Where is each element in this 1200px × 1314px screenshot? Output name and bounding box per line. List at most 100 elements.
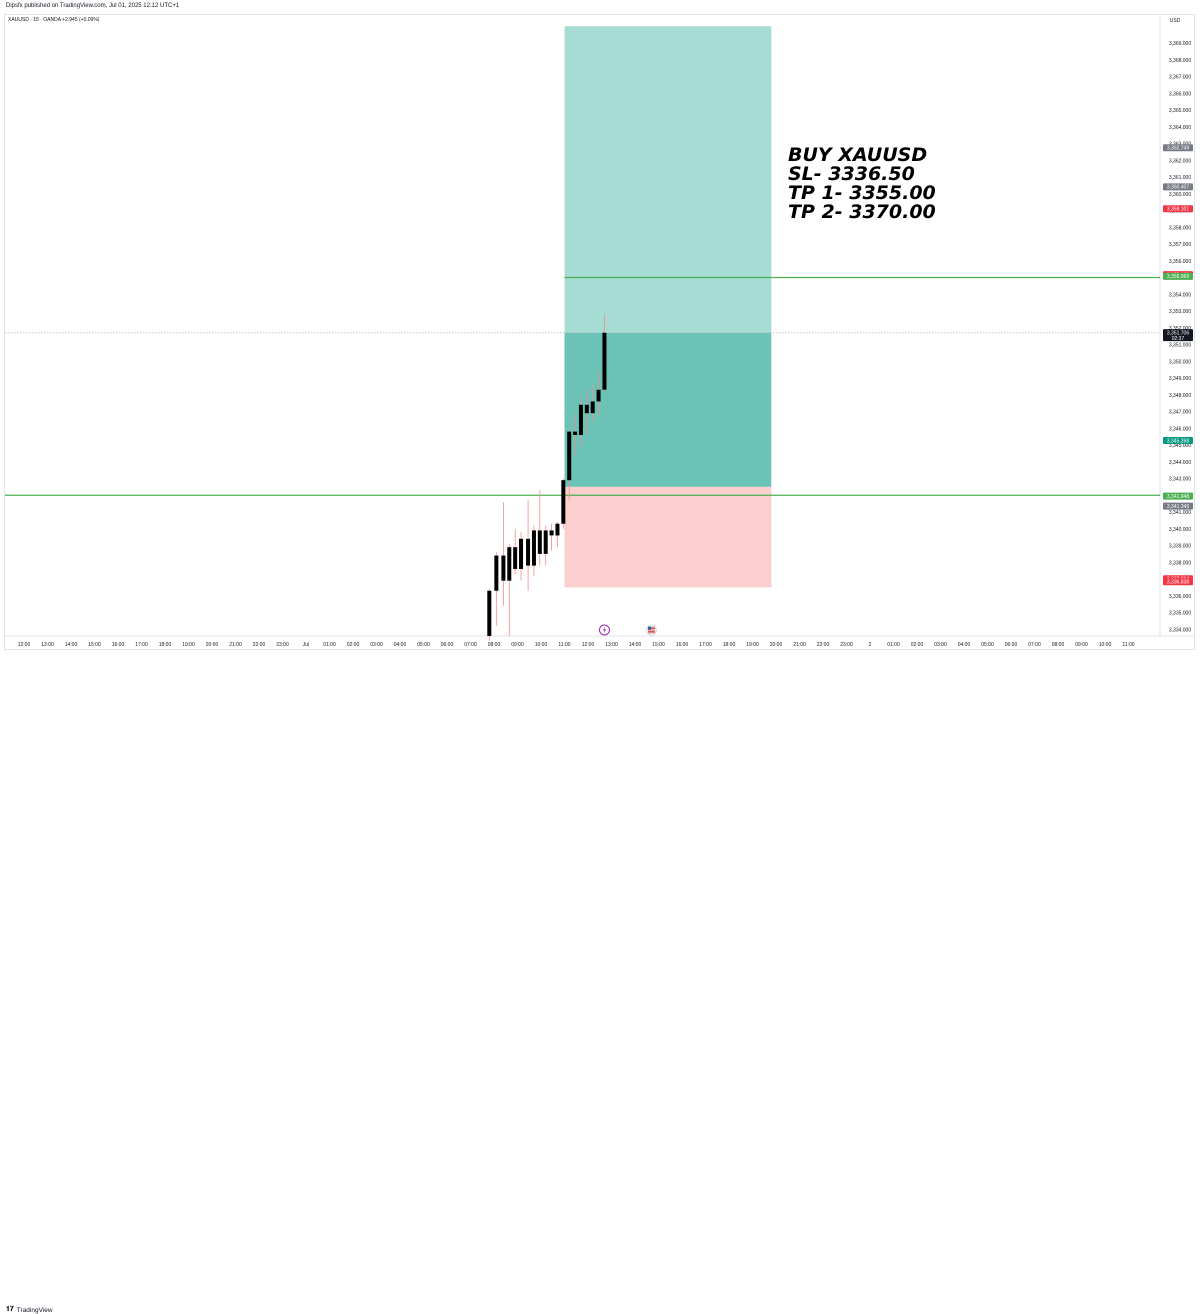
price-label-text: 3,360.407	[1167, 185, 1189, 191]
footer: 𝟏𝟕 TradingView	[0, 651, 1200, 1314]
annotation-line-tp1: TP 1- 3355.00	[788, 182, 936, 204]
price-label-text: 3,341.349	[1167, 504, 1189, 510]
candle-body	[590, 401, 595, 414]
x-tick-label: 10:00	[1099, 642, 1112, 648]
x-tick-label: 08:00	[1052, 642, 1065, 648]
price-label-text: 3,351.706	[1167, 330, 1189, 336]
x-tick-label: 07:00	[1028, 642, 1041, 648]
x-tick-label: 07:00	[464, 642, 477, 648]
x-tick-label: 05:00	[417, 642, 430, 648]
candle-body	[513, 547, 518, 569]
annotation-line-buy: BUY XAUUSD	[788, 144, 928, 166]
price-label-box	[1163, 272, 1193, 280]
y-tick-label: 3,341.000	[1169, 510, 1191, 516]
y-tick-label: 3,348.000	[1169, 393, 1191, 399]
y-tick-label: 3,346.000	[1169, 426, 1191, 432]
price-label-box	[1163, 144, 1193, 152]
price-label-box	[1163, 502, 1193, 510]
y-tick-label: 3,362.000	[1169, 158, 1191, 164]
loss-zone	[564, 486, 772, 588]
tradingview-logo-icon: 𝟏𝟕	[6, 1306, 14, 1313]
y-tick-label: 3,353.000	[1169, 309, 1191, 315]
x-tick-label: 12:00	[18, 642, 31, 648]
x-tick-label: 10:00	[535, 642, 548, 648]
x-tick-label: 05:00	[981, 642, 994, 648]
price-label-box	[1163, 578, 1193, 586]
x-tick-label: 2	[869, 642, 872, 648]
y-tick-label: 3,350.000	[1169, 359, 1191, 365]
y-tick-label: 3,366.000	[1169, 91, 1191, 97]
x-tick-label: 21:00	[793, 642, 806, 648]
candle-body	[584, 404, 589, 414]
price-label: 3,341.349	[1163, 502, 1193, 510]
candle-body	[501, 555, 506, 581]
x-tick-label: 09:00	[511, 642, 524, 648]
x-tick-label: 17:00	[135, 642, 148, 648]
y-tick-label: 3,339.000	[1169, 544, 1191, 550]
y-tick-label: 3,369.000	[1169, 41, 1191, 47]
x-tick-label: 11:00	[558, 642, 570, 648]
x-tick-label: 17:00	[699, 642, 712, 648]
flag-canton	[647, 626, 651, 630]
x-tick-label: 22:00	[253, 642, 266, 648]
price-label: 3,360.407	[1163, 183, 1193, 191]
candle-body	[507, 547, 512, 581]
flag-stripe	[647, 628, 655, 629]
price-label-text: 3,341.948	[1167, 494, 1189, 500]
x-tick-label: 15:00	[88, 642, 101, 648]
price-label-box	[1163, 183, 1193, 191]
candle-body	[526, 538, 531, 566]
y-tick-label: 3,368.000	[1169, 58, 1191, 64]
profit-zone	[564, 26, 772, 333]
price-label-box	[1163, 492, 1193, 500]
x-tick-label: 08:00	[488, 642, 501, 648]
y-tick-label: 3,334.000	[1169, 627, 1191, 633]
candle-body	[555, 523, 560, 536]
us-flag-icon	[646, 624, 657, 636]
x-tick-label: 02:00	[911, 642, 924, 648]
price-label-text: 3,355.069	[1167, 274, 1189, 280]
x-tick-label: Jul	[303, 642, 309, 648]
x-tick-label: 14:00	[629, 642, 642, 648]
flag-stripe	[647, 629, 655, 631]
price-label-text: 3,336.838	[1167, 580, 1189, 586]
x-tick-label: 06:00	[1005, 642, 1018, 648]
y-tick-label: 3,340.000	[1169, 527, 1191, 533]
y-tick-label: 3,352.000	[1169, 326, 1191, 332]
tradingview-logo-text: TradingView	[16, 1306, 53, 1314]
candle-body	[531, 530, 536, 566]
price-label-box	[1163, 205, 1193, 213]
y-tick-label: 3,338.000	[1169, 560, 1191, 566]
x-tick-label: 04:00	[958, 642, 971, 648]
publish-header: Dipsfx published on TradingView.com, Jul…	[0, 0, 1200, 14]
x-tick-label: 01:00	[887, 642, 900, 648]
x-tick-label: 19:00	[182, 642, 195, 648]
x-tick-label: 22:00	[817, 642, 830, 648]
tradingview-logo[interactable]: 𝟏𝟕 TradingView	[6, 1306, 53, 1314]
x-tick-label: 18:00	[723, 642, 736, 648]
price-label-countdown: 02:37	[1172, 336, 1185, 342]
candle-body	[494, 555, 499, 591]
candle-body	[519, 538, 524, 569]
published-by-text: Dipsfx published on TradingView.com, Jul…	[6, 3, 180, 9]
x-tick-label: 04:00	[394, 642, 407, 648]
y-tick-label: 3,335.000	[1169, 611, 1191, 617]
price-label-text: 3,362.749	[1167, 146, 1189, 152]
x-tick-label: 03:00	[934, 642, 947, 648]
price-label-box	[1163, 329, 1193, 342]
y-axis-currency: USD	[1170, 18, 1181, 24]
x-tick-label: 20:00	[770, 642, 783, 648]
annotation-line-tp2: TP 2- 3370.00	[788, 201, 936, 223]
y-tick-label: 3,354.000	[1169, 292, 1191, 298]
x-tick-label: 16:00	[676, 642, 689, 648]
price-chart[interactable]: USD 3,369.000 3,368.000 3,367.000 3,366.000 3…	[0, 0, 1200, 668]
y-tick-label: 3,349.000	[1169, 376, 1191, 382]
y-tick-label: 3,336.000	[1169, 594, 1191, 600]
x-tick-label: 23:00	[840, 642, 853, 648]
candle-body	[537, 530, 542, 554]
price-label-box	[1163, 437, 1193, 445]
x-tick-label: 21:00	[229, 642, 242, 648]
price-label-text: 3,359.101	[1167, 207, 1189, 213]
x-tick-label: 13:00	[605, 642, 618, 648]
